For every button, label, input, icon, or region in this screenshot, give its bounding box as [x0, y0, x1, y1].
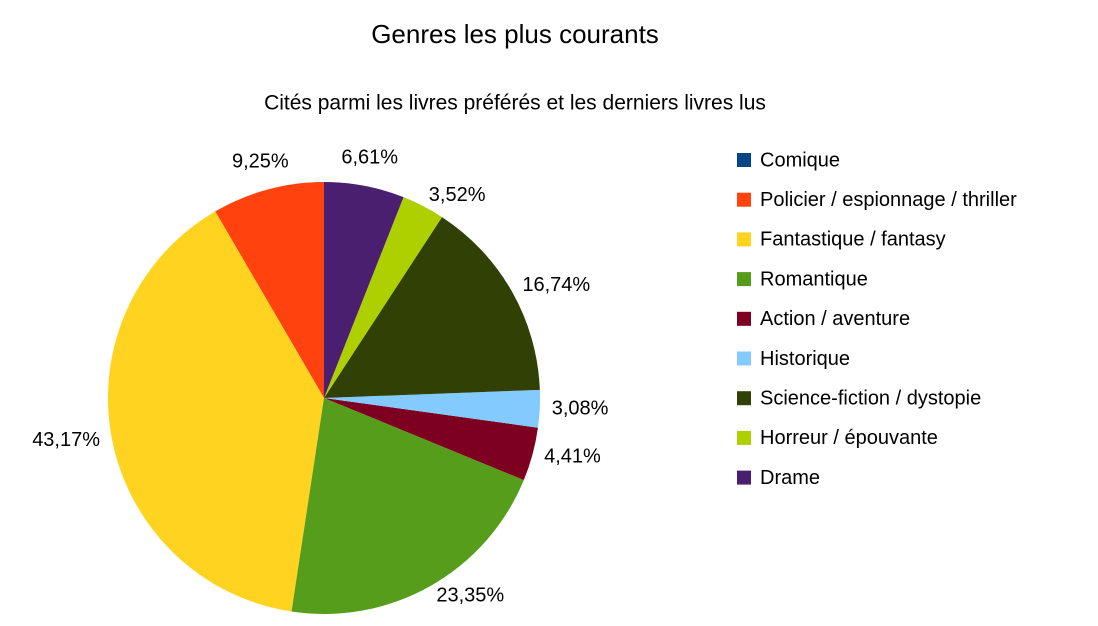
pie-slice	[324, 217, 540, 398]
legend-label: Romantique	[760, 268, 868, 290]
data-label: 23,35%	[436, 585, 504, 607]
data-label: 43,17%	[32, 429, 100, 451]
legend-label: Action / aventure	[760, 308, 910, 330]
legend-swatch	[737, 153, 751, 167]
legend-label: Comique	[760, 149, 840, 171]
data-label: 3,52%	[429, 184, 486, 206]
data-label: 3,08%	[552, 398, 609, 420]
legend-swatch	[737, 351, 751, 366]
legend-swatch	[737, 430, 751, 445]
data-label: 4,41%	[544, 446, 601, 468]
legend-swatch	[737, 311, 751, 326]
legend-swatch	[737, 192, 751, 207]
pie-slice	[324, 197, 443, 398]
data-label: 16,74%	[522, 274, 590, 296]
legend-swatch	[737, 391, 751, 406]
legend-swatch	[737, 272, 751, 287]
chart-title: Genres les plus courants	[371, 19, 659, 49]
legend-label: Policier / espionnage / thriller	[760, 189, 1017, 211]
legend-label: Science-fiction / dystopie	[760, 387, 981, 409]
legend-swatch	[737, 470, 751, 485]
legend-label: Drame	[760, 467, 820, 489]
legend-label: Horreur / épouvante	[760, 427, 938, 449]
chart-subtitle: Cités parmi les livres préférés et les d…	[264, 92, 766, 115]
pie-slice	[291, 398, 524, 614]
data-label: 6,61%	[341, 147, 398, 169]
pie-slice	[324, 182, 404, 398]
legend-swatch	[737, 232, 751, 247]
pie-slice	[324, 398, 538, 481]
legend-label: Fantastique / fantasy	[760, 229, 946, 251]
pie-slice	[108, 211, 324, 612]
legend-label: Historique	[760, 348, 850, 370]
data-label: 9,25%	[232, 151, 289, 173]
pie-slice	[215, 182, 324, 398]
pie-slice	[324, 389, 540, 428]
